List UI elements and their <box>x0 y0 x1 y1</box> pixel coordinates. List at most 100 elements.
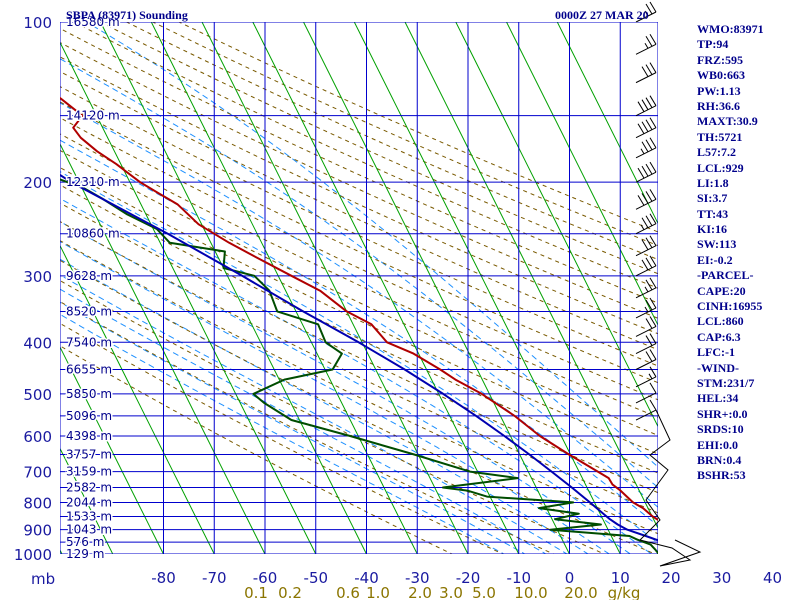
hodograph <box>639 409 702 567</box>
dry-adiabat <box>60 240 658 535</box>
index-line: BRN:0.4 <box>697 452 742 467</box>
valid-time: 0000Z 27 MAR 20 <box>555 8 649 22</box>
wind-barb-flag <box>649 297 657 309</box>
wind-barb-staff <box>635 11 657 23</box>
index-line: CINH:16955 <box>697 299 763 314</box>
dry-adiabat <box>60 322 504 554</box>
wind-barb-staff <box>635 223 657 235</box>
index-line: SI:3.7 <box>697 191 728 206</box>
temperature-tick-label: 30 <box>712 569 731 587</box>
dry-adiabat <box>73 22 658 289</box>
wind-barb-flag <box>641 217 649 228</box>
index-line: -PARCEL- <box>697 268 754 283</box>
sounding-profiles <box>60 96 658 554</box>
moist-adiabat <box>60 258 590 554</box>
temperature-tick-label: 0 <box>565 569 575 587</box>
wind-barbs <box>635 1 657 421</box>
pressure-tick-label: 700 <box>23 464 52 482</box>
wind-barb-staff <box>635 245 657 257</box>
wind-barb-flag <box>645 64 653 75</box>
wind-barb-flag <box>649 349 657 360</box>
index-line: STM:231/7 <box>697 375 755 390</box>
height-label: 4398 m <box>66 429 112 443</box>
height-label: 5096 m <box>66 409 112 423</box>
wind-barb-flag <box>645 139 653 151</box>
height-label: 129 m <box>66 547 104 561</box>
mixing-ratio-label: 0.1 <box>244 584 268 600</box>
wind-barb-staff <box>635 105 657 117</box>
height-label: 10860 m <box>66 227 120 241</box>
index-line: RH:36.6 <box>697 98 740 113</box>
mixing-ratio-label: 1.0 <box>366 584 390 600</box>
wind-barb-flag <box>649 137 657 149</box>
index-line: PW:1.13 <box>697 83 741 98</box>
height-label: 9628 m <box>66 269 112 283</box>
pressure-tick-label: 100 <box>23 14 52 32</box>
wind-barb-flag <box>645 237 653 248</box>
temperature-tick-label: -50 <box>304 569 329 587</box>
wind-barb-flag <box>637 167 645 179</box>
temperature-tick-label: -20 <box>456 569 481 587</box>
index-line: WB0:663 <box>697 68 745 83</box>
wind-barb-staff <box>635 72 657 84</box>
temperature-tick-label: 40 <box>763 569 782 587</box>
wind-barb-flag <box>641 141 649 153</box>
pressure-tick-label: 200 <box>23 174 52 192</box>
height-label: 12310 m <box>66 175 120 189</box>
height-label: 3757 m <box>66 448 112 462</box>
wind-barb-flag <box>637 101 645 112</box>
wind-barb-flag <box>649 1 657 13</box>
wind-barb-half <box>644 306 649 313</box>
temperature-tick-label: -80 <box>151 569 176 587</box>
dry-adiabat <box>60 70 658 351</box>
mixing-ratio-label: 5.0 <box>472 584 496 600</box>
hodograph-trace <box>639 409 702 567</box>
wind-barb-flag <box>645 279 653 291</box>
isotherm <box>150 22 418 554</box>
wind-barb-flag <box>649 161 657 173</box>
height-label: 7540 m <box>66 335 112 349</box>
wind-barb-flag <box>649 277 657 289</box>
wind-barb-flag <box>641 239 649 250</box>
mixing-ratio-label: 0.2 <box>278 584 302 600</box>
moist-adiabat <box>60 274 568 554</box>
mixing-ratio-labels: 0.1 0.2 0.6 1.0 2.0 3.0 5.0 10.0 20.0 g/kg <box>244 584 640 600</box>
pressure-unit-label: mb <box>31 570 55 588</box>
wind-barb-staff <box>635 307 657 319</box>
wind-barb-half <box>644 43 649 49</box>
temperature-tick-label: -30 <box>405 569 430 587</box>
height-label: 14120 m <box>66 109 120 123</box>
wind-barb-flag <box>641 165 649 177</box>
wind-barb-staff <box>635 147 657 159</box>
temperature-profile <box>60 96 658 522</box>
moist-adiabat <box>60 197 653 554</box>
mixing-ratio-label: 10.0 <box>514 584 547 600</box>
temperature-tick-label: -60 <box>253 569 278 587</box>
isotherm <box>60 244 215 554</box>
wind-barb-flag <box>641 121 649 132</box>
index-line: SW:113 <box>697 237 737 252</box>
dry-adiabat <box>60 220 658 514</box>
isotherm <box>455 22 658 428</box>
temperature-tick-labels: -80 -70 -60 -50 -40 -30 -20 -10 0 10 20 30 40 <box>151 569 782 587</box>
index-line: SRDS:10 <box>697 422 744 437</box>
pressure-tick-label: 800 <box>23 494 52 512</box>
parcel-profile <box>60 173 658 542</box>
height-label: 2582 m <box>66 481 112 495</box>
pressure-tick-label: 600 <box>23 428 52 446</box>
height-label: 3159 m <box>66 465 112 479</box>
isotherm <box>506 22 658 327</box>
wind-barb-flag <box>645 191 653 202</box>
pressure-tick-label: 900 <box>23 522 52 540</box>
wind-barb-flag <box>645 36 653 47</box>
wind-barb-flag <box>645 351 653 362</box>
mixing-ratio-label: g/kg <box>608 584 641 600</box>
index-line: -WIND- <box>697 360 739 375</box>
index-line: LCL:929 <box>697 160 744 175</box>
wind-barb-flag <box>641 99 649 110</box>
temperature-tick-label: -70 <box>202 569 227 587</box>
wind-barb-flag <box>641 193 649 204</box>
index-line: CAPE:20 <box>697 283 746 298</box>
wind-barb-half <box>648 373 653 380</box>
